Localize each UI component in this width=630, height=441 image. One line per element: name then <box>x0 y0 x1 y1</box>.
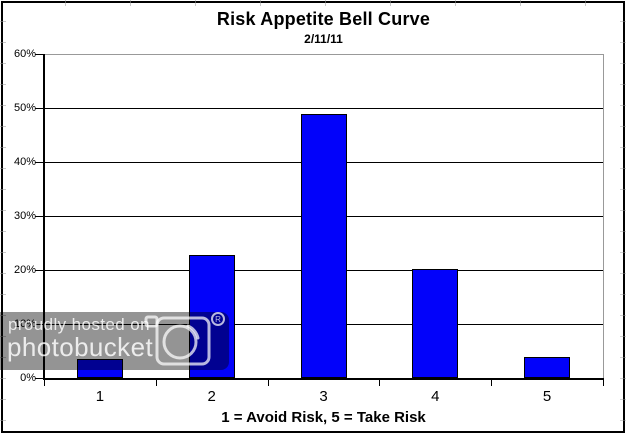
y-tick-60pct <box>35 54 44 55</box>
x-tick-2 <box>267 378 269 386</box>
x-tick-label-1: 1 <box>95 388 105 405</box>
x-tick-label-4: 4 <box>431 388 440 405</box>
y-tick-40pct <box>35 162 44 163</box>
watermark-logo-text: photobucket <box>7 332 154 362</box>
plot-area <box>44 54 604 379</box>
y-tick-label-60pct: 60% <box>13 48 36 60</box>
y-axis-line <box>43 54 45 379</box>
camera-lens-glint <box>186 324 200 340</box>
y-tick-label-30pct: 30% <box>13 210 36 222</box>
x-tick-label-3: 3 <box>319 388 328 405</box>
camera-body <box>155 316 211 366</box>
y-tick-30pct <box>35 216 44 217</box>
x-tick-4 <box>491 378 493 386</box>
watermark-tagline: proudly hosted on <box>8 315 150 334</box>
y-tick-0pct <box>35 378 44 379</box>
y-tick-50pct <box>35 108 44 109</box>
y-tick-20pct <box>35 270 44 271</box>
x-tick-1 <box>155 378 157 386</box>
camera-flash <box>144 315 159 328</box>
camera-lens <box>162 324 198 360</box>
registered-trademark-letter: R <box>215 315 221 324</box>
x-axis-line <box>43 378 604 380</box>
x-tick-0 <box>44 378 45 386</box>
y-tick-10pct <box>35 324 44 325</box>
bar-category-4 <box>412 268 459 378</box>
x-tick-3 <box>379 378 381 386</box>
bar-category-3 <box>300 113 347 378</box>
y-tick-label-20pct: 20% <box>13 264 36 276</box>
registered-trademark-icon <box>211 312 225 326</box>
gridline-50pct <box>44 108 603 109</box>
y-tick-label-50pct: 50% <box>13 102 36 114</box>
chart-title: Risk Appetite Bell Curve <box>216 9 431 29</box>
watermark-band <box>0 312 229 370</box>
x-axis-title: 1 = Avoid Risk, 5 = Take Risk <box>221 409 426 426</box>
x-tick-label-5: 5 <box>542 388 552 405</box>
y-tick-label-10pct: 10% <box>13 318 36 330</box>
y-tick-label-40pct: 40% <box>13 156 36 168</box>
bar-category-5 <box>524 356 571 378</box>
bar-category-1 <box>76 359 123 378</box>
camera-icon: R <box>144 312 225 366</box>
x-tick-5 <box>603 378 604 386</box>
x-tick-label-2: 2 <box>207 388 216 405</box>
y-tick-label-0pct: 0% <box>20 372 36 384</box>
chart-subtitle: 2/11/11 <box>304 32 343 46</box>
